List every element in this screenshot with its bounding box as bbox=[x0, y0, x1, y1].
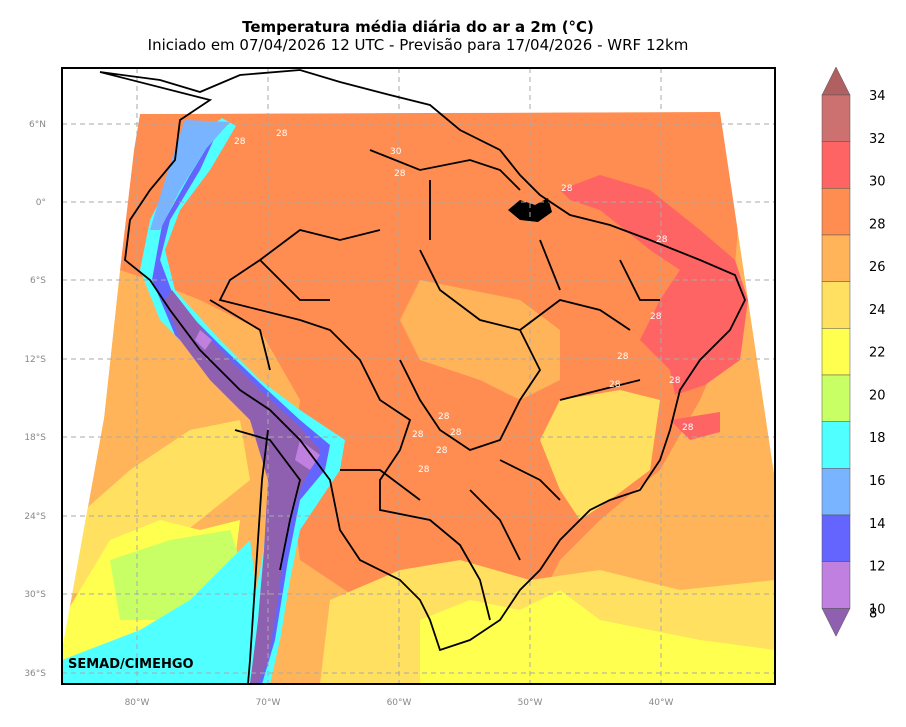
colorbar-swatch bbox=[821, 94, 851, 142]
colorbar-label: 20 bbox=[869, 388, 886, 403]
lon-tick: 60°W bbox=[387, 698, 412, 708]
brazil-border bbox=[218, 149, 521, 621]
colorbar-swatch bbox=[821, 281, 851, 329]
colorbar-swatch bbox=[821, 328, 851, 376]
andes-purple-dots bbox=[195, 330, 320, 470]
lat-tick: 24°S bbox=[24, 512, 46, 522]
lat-tick: 30°S bbox=[24, 590, 46, 600]
colorbar-swatch bbox=[821, 421, 851, 469]
colorbar-extend-min bbox=[821, 608, 851, 637]
colorbar-swatch bbox=[821, 188, 851, 236]
colorbar-label: 22 bbox=[869, 346, 886, 361]
field-20-22-south bbox=[420, 590, 775, 684]
contour-label: 28 bbox=[656, 235, 668, 245]
andes-core bbox=[165, 290, 320, 684]
contour-label: 28 bbox=[276, 129, 288, 139]
amazon-mouth bbox=[508, 198, 552, 222]
colorbar-label: 8 bbox=[869, 606, 877, 621]
contour-label: 28 bbox=[669, 376, 681, 386]
colorbar-label: 34 bbox=[869, 89, 886, 104]
contour-labels: 28 28 30 28 28 28 28 28 28 28 28 28 28 2… bbox=[234, 129, 694, 475]
lat-tick: 0° bbox=[36, 198, 46, 208]
colorbar-label: 26 bbox=[869, 260, 886, 275]
contour-label: 28 bbox=[234, 137, 246, 147]
contour-label: 28 bbox=[418, 465, 430, 475]
colorbar-swatch bbox=[821, 141, 851, 189]
field-28-30-east bbox=[670, 412, 720, 440]
colorbar-label: 14 bbox=[869, 517, 886, 532]
map-title: Temperatura média diária do ar a 2m (°C) bbox=[242, 18, 594, 36]
colorbar-label: 28 bbox=[869, 217, 886, 232]
andes-countries bbox=[209, 299, 421, 571]
contour-label: 30 bbox=[390, 147, 402, 157]
map-field: 28 28 30 28 28 28 28 28 28 28 28 28 28 2… bbox=[62, 68, 775, 684]
contour-label: 28 bbox=[609, 380, 621, 390]
map-frame bbox=[61, 67, 776, 685]
outside-domain-east bbox=[720, 112, 775, 480]
contour-label: 28 bbox=[561, 184, 573, 194]
lat-tick: 12°S bbox=[24, 355, 46, 365]
lat-ticks: 6°N 0° 6°S 12°S 18°S 24°S 30°S 36°S bbox=[24, 120, 46, 679]
coastline bbox=[99, 69, 746, 652]
lat-tick: 18°S bbox=[24, 433, 46, 443]
colorbar-swatch bbox=[821, 561, 851, 609]
contour-label: 28 bbox=[617, 352, 629, 362]
field-24-26-interior bbox=[400, 280, 560, 400]
colorbar-label: 10 bbox=[869, 602, 886, 617]
contour-label: 28 bbox=[436, 446, 448, 456]
contour-label: 28 bbox=[682, 423, 694, 433]
colorbar-swatch bbox=[821, 234, 851, 282]
lon-tick: 70°W bbox=[256, 698, 281, 708]
chile-coast bbox=[247, 429, 269, 684]
colorbar-label: 18 bbox=[869, 431, 886, 446]
colorbar-extend-max bbox=[821, 66, 851, 96]
lon-tick: 50°W bbox=[518, 698, 543, 708]
lon-ticks: 80°W 70°W 60°W 50°W 40°W bbox=[125, 698, 674, 708]
outside-domain bbox=[62, 68, 775, 650]
contour-label: 28 bbox=[450, 428, 462, 438]
field-22-24-se bbox=[540, 390, 660, 520]
lat-tick: 6°N bbox=[29, 120, 46, 130]
gridlines bbox=[62, 68, 775, 684]
colorbar-label: 24 bbox=[869, 303, 886, 318]
borders bbox=[99, 69, 746, 684]
lat-tick: 6°S bbox=[30, 276, 46, 286]
lat-tick: 36°S bbox=[24, 669, 46, 679]
map-subtitle: Iniciado em 07/04/2026 12 UTC - Previsão… bbox=[147, 36, 689, 54]
colorbar-label: 16 bbox=[869, 474, 886, 489]
contour-label: 28 bbox=[394, 169, 406, 179]
contour-label: 28 bbox=[650, 312, 662, 322]
colorbar-swatch bbox=[821, 468, 851, 516]
colorbar-label: 32 bbox=[869, 132, 886, 147]
field-28-30-ne bbox=[560, 175, 748, 395]
colorbar: 34 32 30 28 26 24 22 20 18 16 14 12 108 bbox=[821, 66, 886, 637]
contour-label: 28 bbox=[438, 412, 450, 422]
colorbar-swatch bbox=[821, 514, 851, 562]
contour-label: 28 bbox=[412, 430, 424, 440]
state-lines bbox=[259, 180, 660, 561]
colorbar-label: 12 bbox=[869, 560, 886, 575]
lon-tick: 40°W bbox=[649, 698, 674, 708]
colorbar-label: 30 bbox=[869, 175, 886, 190]
field-16-18 bbox=[62, 540, 260, 684]
credit-label: SEMAD/CIMEHGO bbox=[68, 657, 194, 672]
colorbar-swatch bbox=[821, 374, 851, 422]
lon-tick: 80°W bbox=[125, 698, 150, 708]
